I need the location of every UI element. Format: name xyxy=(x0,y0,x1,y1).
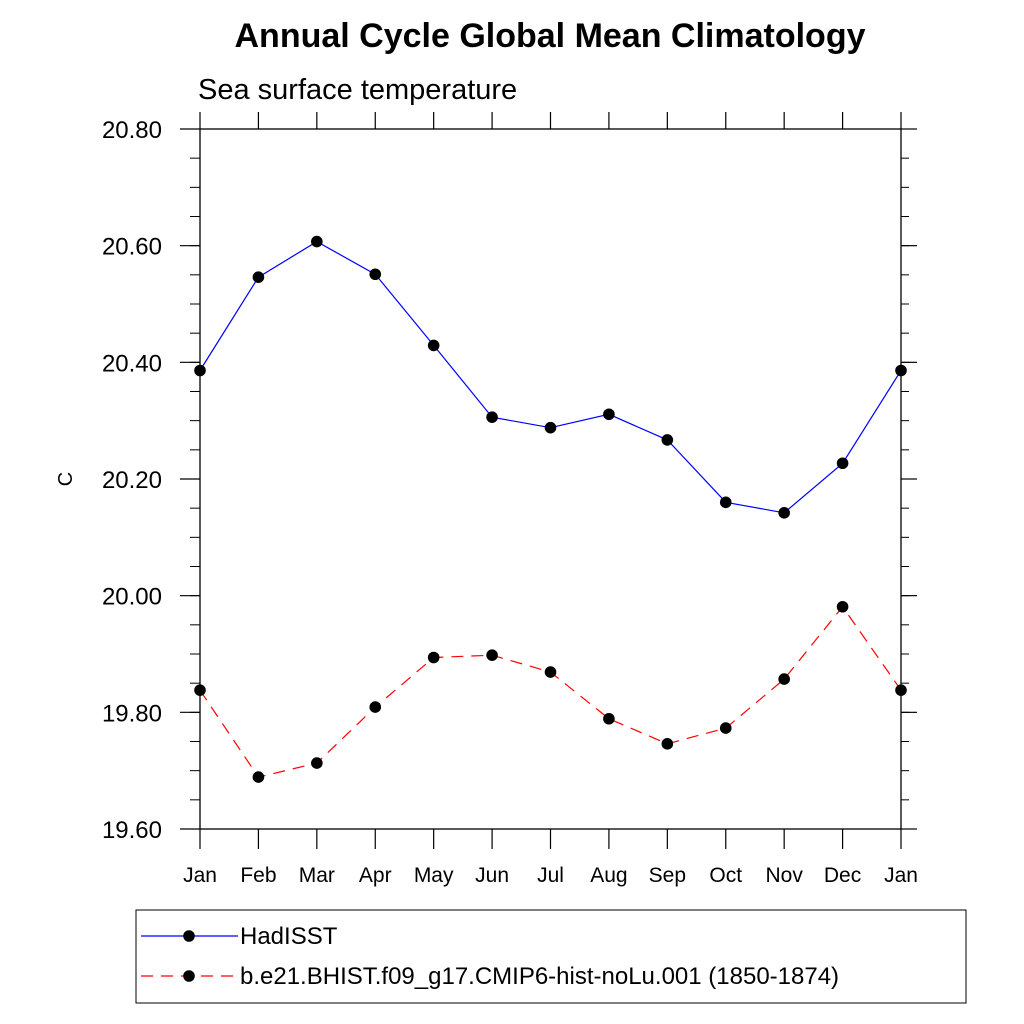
y-axis: 19.60 19.80 20.00 20.20 20.40 20.60 20.80 xyxy=(102,117,917,844)
data-point-series-1 xyxy=(486,649,498,661)
data-point-series-0 xyxy=(661,434,674,446)
x-tick-label: Feb xyxy=(240,864,276,887)
x-tick-label: Jun xyxy=(475,864,509,887)
data-point-series-1 xyxy=(427,651,440,664)
data-point-series-0 xyxy=(194,364,206,377)
data-point-series-0 xyxy=(427,339,440,352)
data-point-series-1 xyxy=(311,757,323,769)
y-tick-label: 19.80 xyxy=(102,700,162,727)
y-tick-label: 20.00 xyxy=(102,584,162,611)
plot-frame xyxy=(199,128,902,830)
data-point-series-0 xyxy=(603,408,615,421)
series-line-0 xyxy=(199,240,902,514)
data-point-series-1 xyxy=(661,738,674,750)
x-tick-label: Dec xyxy=(824,864,861,887)
data-point-series-0 xyxy=(252,271,265,283)
y-axis-label: C xyxy=(55,472,77,486)
chart-title: Annual Cycle Global Mean Climatology xyxy=(235,17,866,55)
data-point-series-0 xyxy=(369,268,382,281)
data-point-series-1 xyxy=(895,684,907,696)
x-tick-label: Nov xyxy=(765,864,803,887)
series-layer xyxy=(194,235,907,783)
data-point-series-1 xyxy=(194,684,206,696)
data-point-series-1 xyxy=(544,666,557,678)
x-tick-label: Sep xyxy=(649,864,686,887)
data-point-series-1 xyxy=(369,701,382,713)
y-tick-label: 19.60 xyxy=(102,817,162,844)
x-tick-label: Jan xyxy=(884,864,918,887)
data-point-series-1 xyxy=(252,771,265,783)
data-point-series-1 xyxy=(603,712,615,725)
x-tick-label: Mar xyxy=(299,864,335,887)
x-tick-label: Apr xyxy=(359,864,392,887)
legend-box xyxy=(135,909,967,1004)
data-point-series-1 xyxy=(778,673,790,685)
data-point-series-0 xyxy=(836,457,849,470)
data-point-series-0 xyxy=(544,421,557,434)
legend-label-hadisst: HadISST xyxy=(240,923,338,950)
data-point-series-0 xyxy=(311,235,323,248)
data-point-series-0 xyxy=(719,496,732,509)
legend-marker-cesm xyxy=(183,970,195,982)
data-point-series-0 xyxy=(895,364,907,377)
legend-item-cesm: b.e21.BHIST.f09_g17.CMIP6-hist-noLu.001 … xyxy=(141,963,839,990)
y-tick-label: 20.80 xyxy=(102,117,162,144)
x-tick-label: Oct xyxy=(709,864,742,887)
x-axis: Jan Feb Mar Apr May Jun Jul Aug Sep Oct Nov Dec Jan xyxy=(183,112,918,887)
y-tick-label: 20.40 xyxy=(102,350,162,377)
series-line-1 xyxy=(199,605,902,778)
y-tick-label: 20.60 xyxy=(102,234,162,261)
legend-item-hadisst: HadISST xyxy=(141,923,338,950)
data-point-series-0 xyxy=(486,411,498,423)
chart-subtitle: Sea surface temperature xyxy=(198,74,517,106)
legend-marker-hadisst xyxy=(183,930,195,942)
x-tick-label: May xyxy=(414,864,454,887)
legend-label-cesm: b.e21.BHIST.f09_g17.CMIP6-hist-noLu.001 … xyxy=(240,963,839,990)
x-tick-label: Jul xyxy=(537,864,564,887)
data-point-series-1 xyxy=(719,722,732,734)
x-tick-label: Jan xyxy=(183,864,217,887)
data-point-series-0 xyxy=(778,507,790,519)
y-tick-label: 20.20 xyxy=(102,467,162,494)
data-point-series-1 xyxy=(836,600,849,613)
x-tick-label: Aug xyxy=(590,864,627,887)
